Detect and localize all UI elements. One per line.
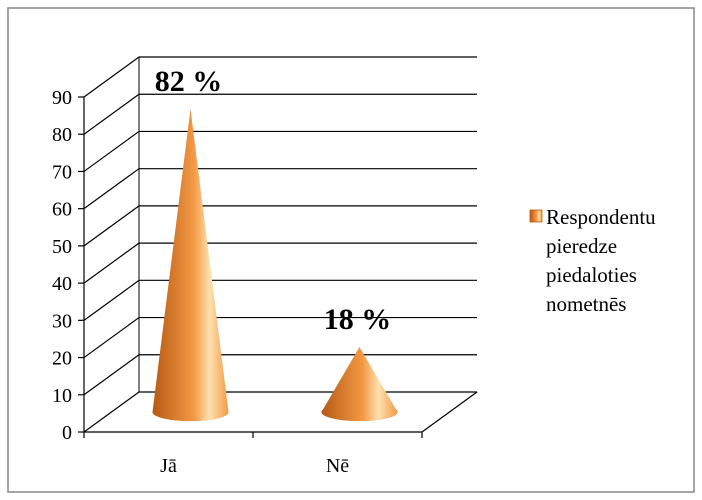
x-tick-label: Nē (326, 455, 349, 477)
cone-series (152, 108, 398, 422)
y-tick-label: 60 (52, 199, 72, 221)
y-tick-label: 20 (52, 348, 72, 370)
y-tick-label: 10 (52, 385, 72, 407)
legend-entry-line: piedaloties (546, 263, 637, 287)
gridline (83, 93, 477, 135)
axes (78, 96, 478, 438)
cone-bar (152, 108, 229, 422)
legend-entry-line: nometnēs (546, 292, 626, 316)
data-labels: 82 % 18 % (155, 65, 392, 336)
y-tick-label: 40 (52, 273, 72, 295)
y-axis-tick-labels: 0 10 20 30 40 50 60 70 80 90 (52, 87, 72, 444)
y-tick-label: 70 (52, 161, 72, 183)
x-tick-label: Jā (160, 455, 177, 477)
gridline (83, 205, 477, 247)
y-tick-label: 30 (52, 310, 72, 332)
legend: Respondentu pieredze piedaloties nometnēs (529, 205, 656, 316)
gridline (83, 316, 477, 359)
gridline (83, 130, 477, 172)
gridlines (83, 56, 477, 433)
legend-swatch (529, 209, 543, 223)
data-label: 82 % (155, 65, 223, 98)
gridline (83, 242, 477, 284)
gridline (83, 168, 477, 210)
y-tick-label: 90 (52, 87, 72, 109)
x-axis-tick-labels: Jā Nē (160, 455, 349, 477)
data-label: 18 % (324, 303, 392, 336)
y-tick-label: 0 (62, 422, 72, 444)
y-tick-label: 50 (52, 236, 72, 258)
legend-entry-line: pieredze (546, 234, 617, 258)
cone-bar (321, 347, 398, 421)
y-tick-label: 80 (52, 124, 72, 146)
gridline (83, 279, 477, 321)
gridline (83, 354, 477, 396)
legend-entry-line: Respondentu (546, 205, 656, 229)
gridline (83, 56, 477, 98)
